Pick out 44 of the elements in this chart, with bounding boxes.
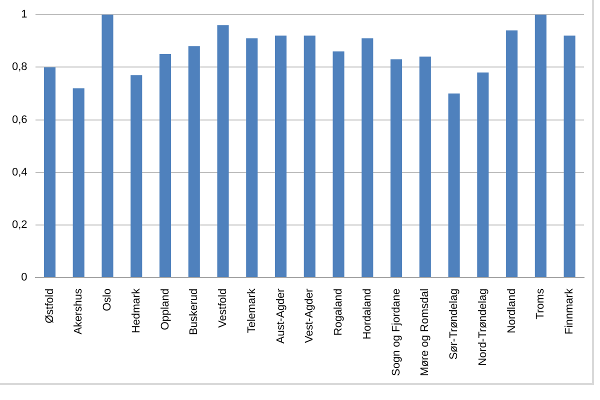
x-tick-label: Oppland: [159, 288, 172, 330]
x-tick-label: Rogaland: [332, 288, 345, 336]
x-tick-label: Møre og Romsdal: [419, 288, 432, 376]
bar: [477, 72, 489, 278]
bar: [534, 14, 546, 278]
bar: [72, 88, 84, 278]
x-tick-label: Nordland: [506, 288, 518, 334]
x-tick-label: Hedmark: [130, 288, 142, 334]
bar: [44, 67, 56, 278]
bar: [159, 54, 172, 278]
y-tick-label: 1: [21, 8, 28, 21]
bar: [246, 38, 258, 278]
y-tick-label: 0,6: [12, 114, 28, 126]
x-tick-label: Buskerud: [188, 288, 200, 336]
bar: [188, 46, 200, 278]
x-tick-label: Vestfold: [217, 288, 230, 328]
x-tick-label: Telemark: [246, 288, 258, 334]
bar: [304, 36, 316, 278]
bar: [332, 51, 344, 278]
bar: [390, 59, 402, 278]
y-tick-label: 0,4: [12, 166, 28, 178]
y-tick-label: 0: [21, 272, 28, 284]
bar: [564, 36, 576, 278]
x-tick-label: Hordaland: [361, 288, 374, 340]
x-tick-label: Akershus: [72, 288, 85, 334]
bar: [362, 38, 374, 278]
bar: [130, 75, 142, 278]
bar: [506, 30, 518, 278]
x-tick-label: Vest-Agder: [304, 288, 316, 343]
x-tick-label: Finnmark: [564, 288, 576, 334]
bar: [102, 14, 114, 278]
bar: [448, 93, 460, 278]
x-tick-label: Sør-Trøndelag: [448, 288, 460, 360]
bar: [419, 56, 431, 278]
x-tick-label: Nord-Trøndelag: [476, 288, 489, 366]
x-tick-label: Troms: [534, 288, 547, 320]
x-tick-label: Aust-Agder: [274, 288, 287, 344]
x-tick-label: Oslo: [102, 288, 114, 312]
y-tick-label: 0,2: [12, 218, 28, 231]
y-tick-label: 0,8: [12, 61, 28, 74]
x-tick-label: Østfold: [44, 288, 56, 324]
bar: [217, 25, 229, 278]
bar: [274, 36, 287, 278]
x-tick-label: Sogn og Fjordane: [390, 288, 402, 376]
